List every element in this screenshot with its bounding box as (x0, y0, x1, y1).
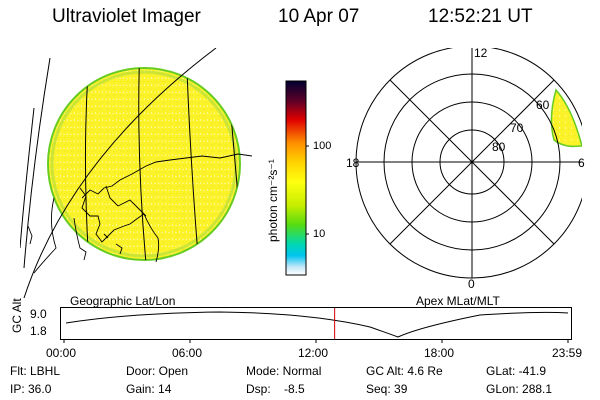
instrument-title: Ultraviolet Imager (52, 6, 201, 27)
gc-alt-curve (65, 311, 569, 338)
gc-alt-tick-low: 1.8 (30, 324, 47, 338)
status-door: Door: Open (126, 364, 189, 378)
intensity-colorbar (285, 80, 309, 276)
status-filter: Flt: LBHL (10, 364, 61, 378)
x-tick-label-0600: 06:00 (172, 346, 203, 360)
auroral-patch (550, 88, 582, 148)
gc-alt-tick-high: 9.0 (30, 307, 47, 321)
uv-globe-disk (47, 67, 241, 261)
status-seq: Seq: 39 (366, 382, 408, 396)
x-tick-label-1800: 18:00 (424, 346, 455, 360)
image-date: 10 Apr 07 (278, 6, 360, 27)
mlat-label-70: 70 (510, 121, 524, 135)
mlat-label-80: 80 (492, 140, 506, 154)
colorbar-label-100: 100 (313, 140, 332, 152)
status-gc-alt: GC Alt: 4.6 Re (366, 364, 443, 378)
colorbar-unit: photon cm⁻²s⁻¹ (266, 159, 280, 242)
mlat-label-60: 60 (536, 98, 550, 112)
status-glat: GLat: -41.9 (486, 364, 547, 378)
x-tick-label-0000: 00:00 (46, 346, 77, 360)
mlt-diag-2 (389, 79, 555, 245)
mlt-label-18: 18 (346, 156, 360, 170)
coastlines (27, 153, 253, 274)
geographic-panel-label: Geographic Lat/Lon (70, 294, 176, 308)
status-gain: Gain: 14 (126, 382, 172, 396)
colorbar-label-10: 10 (313, 228, 326, 240)
gc-alt-timeline[interactable] (60, 307, 574, 343)
status-ip: IP: 36.0 (10, 382, 52, 396)
mlt-label-12: 12 (474, 46, 488, 60)
polar-panel-label: Apex MLat/MLT (416, 294, 500, 308)
status-dsp: Dsp: -8.5 (246, 382, 305, 396)
x-tick-label-1200: 12:00 (298, 346, 329, 360)
status-glon: GLon: 288.1 (486, 382, 553, 396)
outer-graticule (20, 48, 217, 298)
gc-alt-axis-label: GC Alt (10, 298, 24, 333)
mlt-label-6: 6 (578, 156, 585, 170)
mlt-label-0: 0 (468, 277, 475, 291)
image-time: 12:52:21 UT (428, 6, 533, 27)
status-mode: Mode: Normal (246, 364, 322, 378)
polar-mlat-mlt-panel[interactable] (342, 48, 582, 294)
geographic-image-panel[interactable] (20, 48, 260, 298)
x-tick-label-2359: 23:59 (552, 346, 583, 360)
